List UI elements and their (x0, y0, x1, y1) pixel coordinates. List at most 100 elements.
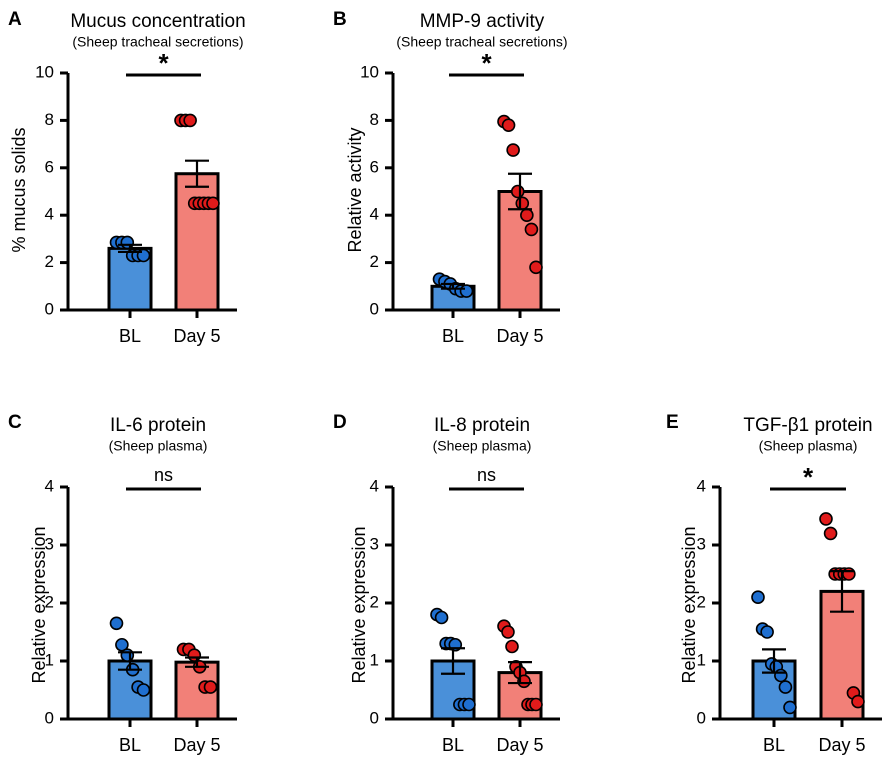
panel-letter: D (333, 412, 347, 433)
data-point (203, 680, 218, 694)
y-axis-label: Relative expression (29, 526, 49, 683)
y-tick-label: 0 (370, 299, 379, 318)
chart-title: MMP-9 activity (420, 11, 545, 32)
panel-letter: B (333, 9, 347, 30)
error-bar (185, 656, 209, 668)
y-tick-label: 4 (45, 205, 54, 224)
data-point (501, 625, 515, 639)
y-tick-label: 4 (45, 476, 54, 495)
y-tick-label: 10 (35, 62, 54, 81)
x-category-label: Day 5 (173, 735, 220, 755)
error-bar (830, 569, 854, 613)
panel-letter: E (666, 412, 679, 433)
y-tick-label: 1 (370, 650, 379, 669)
data-point (136, 683, 151, 697)
data-point (774, 668, 788, 683)
y-tick-label: 1 (697, 650, 706, 669)
y-tick-label: 4 (697, 476, 706, 495)
y-tick-label: 2 (370, 592, 379, 611)
error-bar (118, 243, 142, 254)
error-bar (508, 172, 532, 211)
data-point (506, 143, 520, 157)
data-point (206, 196, 220, 211)
data-point (819, 512, 833, 526)
error-bar (508, 661, 532, 685)
data-point (760, 625, 774, 639)
y-axis-label: Relative activity (345, 127, 365, 252)
x-category-label: BL (442, 326, 464, 346)
panel-letter: C (8, 412, 22, 433)
y-tick-label: 6 (45, 157, 54, 176)
data-point (778, 680, 793, 694)
x-category-label: BL (442, 735, 464, 755)
y-tick-label: 4 (370, 476, 379, 495)
panel-E: E TGF-β1 protein (Sheep plasma) Relative ex… (666, 412, 882, 755)
x-category-label: Day 5 (496, 326, 543, 346)
data-point (515, 196, 530, 211)
panel-A: A Mucus concentration (Sheep tracheal secr… (8, 9, 246, 346)
data-point (505, 639, 519, 654)
data-point (187, 648, 202, 663)
x-category-label: BL (119, 326, 141, 346)
x-category-label: Day 5 (173, 326, 220, 346)
data-point (823, 526, 838, 541)
chart-title: IL-6 protein (110, 415, 206, 436)
y-axis-label: % mucus solids (9, 127, 29, 252)
y-tick-label: 8 (370, 110, 379, 129)
y-tick-label: 0 (697, 708, 706, 727)
chart-title: Mucus concentration (70, 11, 245, 32)
data-point (115, 637, 129, 652)
y-tick-label: 2 (370, 252, 379, 271)
panel-C: C IL-6 protein (Sheep plasma) Relative expr… (8, 412, 237, 755)
significance-label: * (803, 462, 814, 492)
data-point (183, 113, 197, 128)
panel-D: D IL-8 protein (Sheep plasma) Relative expr… (333, 412, 560, 755)
chart-subtitle: (Sheep plasma) (433, 438, 532, 454)
panel-B: B MMP-9 activity (Sheep tracheal secretion… (333, 9, 568, 346)
y-tick-label: 2 (45, 252, 54, 271)
chart-title: IL-8 protein (434, 415, 530, 436)
y-tick-label: 4 (370, 205, 379, 224)
chart-subtitle: (Sheep tracheal secretions) (396, 34, 567, 50)
y-tick-label: 3 (45, 534, 54, 553)
chart-subtitle: (Sheep plasma) (109, 438, 208, 454)
chart-subtitle: (Sheep plasma) (759, 438, 858, 454)
data-point (524, 222, 539, 237)
bar-day5 (174, 172, 220, 312)
data-point (109, 616, 124, 631)
significance-label: * (158, 48, 169, 78)
x-category-label: Day 5 (818, 735, 865, 755)
error-bar (118, 651, 142, 671)
data-point (120, 648, 135, 663)
data-point (529, 697, 543, 712)
data-point (462, 697, 476, 712)
y-tick-label: 0 (45, 708, 54, 727)
y-tick-label: 6 (370, 157, 379, 176)
y-tick-label: 2 (697, 592, 706, 611)
chart-subtitle: (Sheep tracheal secretions) (72, 34, 243, 50)
significance-label: ns (154, 465, 173, 485)
data-point (520, 208, 534, 222)
x-category-label: BL (763, 735, 785, 755)
y-tick-label: 8 (45, 110, 54, 129)
y-tick-label: 10 (360, 62, 379, 81)
y-tick-label: 1 (45, 650, 54, 669)
significance-label: * (481, 48, 492, 78)
data-point (751, 590, 765, 605)
y-tick-label: 0 (45, 299, 54, 318)
error-bar (185, 159, 209, 188)
y-axis-label: Relative expression (679, 526, 699, 683)
significance-label: ns (477, 465, 496, 485)
y-tick-label: 0 (370, 708, 379, 727)
panel-letter: A (8, 9, 22, 30)
data-point (851, 694, 865, 709)
y-tick-label: 2 (45, 592, 54, 611)
chart-title: TGF-β1 protein (743, 415, 872, 436)
data-point (459, 284, 474, 298)
data-point (783, 700, 797, 715)
y-tick-label: 3 (697, 534, 706, 553)
data-point (501, 118, 516, 132)
y-axis-label: Relative expression (349, 526, 369, 683)
x-category-label: BL (119, 735, 141, 755)
data-point (510, 184, 525, 199)
